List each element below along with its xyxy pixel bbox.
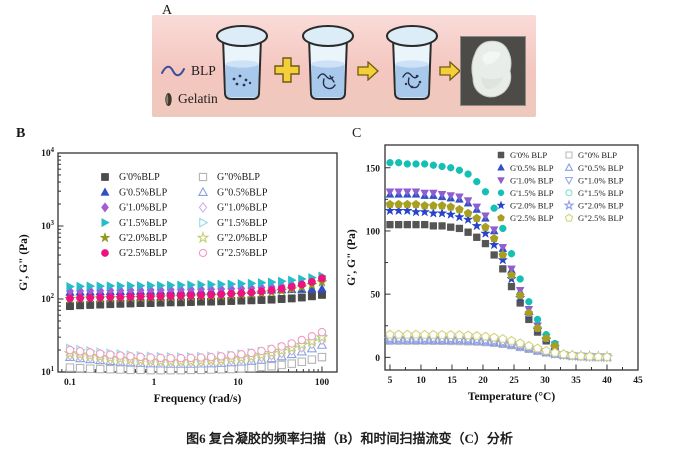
gelatin-key: Gelatin bbox=[164, 91, 218, 107]
svg-text:100: 100 bbox=[315, 378, 330, 388]
svg-text:G'0.5%BLP: G'0.5%BLP bbox=[119, 187, 168, 198]
svg-text:G"1.5% BLP: G"1.5% BLP bbox=[578, 188, 624, 198]
svg-text:G'1.0% BLP: G'1.0% BLP bbox=[510, 175, 554, 185]
svg-text:G"2.0%BLP: G"2.0%BLP bbox=[217, 233, 268, 244]
svg-text:G'1.0%BLP: G'1.0%BLP bbox=[119, 203, 168, 214]
gelatin-particles bbox=[404, 74, 422, 89]
blp-polymer-squiggle bbox=[317, 73, 336, 90]
series-G"0.5%BLP bbox=[64, 339, 328, 368]
svg-text:G'0% BLP: G'0% BLP bbox=[510, 150, 547, 160]
svg-text:G"2.0% BLP: G"2.0% BLP bbox=[578, 201, 624, 211]
beaker-blp-icon bbox=[302, 25, 354, 100]
plus-icon bbox=[274, 57, 300, 83]
svg-text:5: 5 bbox=[388, 376, 393, 386]
svg-text:G"0%BLP: G"0%BLP bbox=[217, 172, 260, 183]
svg-text:0.1: 0.1 bbox=[64, 378, 76, 388]
axis-ticks bbox=[58, 152, 323, 373]
svg-text:103: 103 bbox=[41, 220, 55, 232]
arrow-right-icon bbox=[357, 61, 379, 81]
svg-text:G'0%BLP: G'0%BLP bbox=[119, 172, 160, 183]
svg-text:1: 1 bbox=[152, 378, 157, 388]
svg-text:G"2.5%BLP: G"2.5%BLP bbox=[217, 248, 268, 259]
gel-sample-photo bbox=[460, 36, 526, 106]
series-G'0% BLP bbox=[386, 220, 559, 351]
svg-text:G"0% BLP: G"0% BLP bbox=[578, 150, 617, 160]
svg-text:45: 45 bbox=[633, 376, 643, 386]
gelatin-grain-icon bbox=[165, 92, 172, 106]
svg-text:G'2.5%BLP: G'2.5%BLP bbox=[119, 248, 168, 259]
svg-text:G'2.0% BLP: G'2.0% BLP bbox=[510, 201, 554, 211]
svg-text:20: 20 bbox=[478, 376, 488, 386]
beaker-gelatin-icon bbox=[216, 25, 268, 100]
series-G'2.5%BLP bbox=[66, 274, 326, 303]
svg-text:G'0.5% BLP: G'0.5% BLP bbox=[510, 163, 554, 173]
svg-text:G"1.0%BLP: G"1.0%BLP bbox=[217, 203, 268, 214]
svg-text:G"1.5%BLP: G"1.5%BLP bbox=[217, 218, 268, 229]
plot-frame bbox=[384, 144, 639, 371]
legend: G'0% BLP G"0% BLP G'0.5% BLP G"0.5% BLP G'1.… bbox=[496, 150, 624, 223]
svg-text:G'2.0%BLP: G'2.0%BLP bbox=[119, 233, 168, 244]
frequency-sweep-chart: 0.1 1 10 100 101 102 103 104 Frequency (rad/s) G'… bbox=[18, 147, 338, 405]
panel-a-label: A bbox=[162, 3, 173, 18]
legend: G'0%BLP G"0%BLP G'0.5%BLP G"0.5%BLP G'1.0%BL… bbox=[99, 172, 268, 259]
figure-caption: 图6 复合凝胶的频率扫描（B）和时间扫描流变（C）分析 bbox=[186, 431, 513, 446]
svg-text:0: 0 bbox=[375, 354, 380, 364]
svg-text:50: 50 bbox=[371, 291, 381, 301]
x-axis-title: Temperature (°C) bbox=[468, 391, 555, 403]
gelatin-particles bbox=[232, 74, 252, 87]
axis-ticks bbox=[385, 167, 639, 370]
y-axis-title: G', G" (Pa) bbox=[18, 234, 30, 291]
svg-text:G"2.5% BLP: G"2.5% BLP bbox=[578, 213, 624, 223]
y-axis-title: G', G" (Pa) bbox=[346, 229, 358, 286]
blp-key: BLP bbox=[160, 63, 216, 79]
series-G"2.5%BLP bbox=[65, 327, 327, 363]
svg-text:G'1.5% BLP: G'1.5% BLP bbox=[510, 188, 554, 198]
x-axis-title: Frequency (rad/s) bbox=[154, 393, 242, 405]
tick-labels: 5 10 15 20 25 30 35 40 45 0 50 100 150 bbox=[366, 164, 643, 386]
schematic-panel-a: BLP Gelatin bbox=[152, 15, 536, 117]
svg-text:40: 40 bbox=[602, 376, 612, 386]
series-G"1.0%BLP bbox=[65, 333, 327, 368]
series-G"2.5% BLP bbox=[385, 329, 612, 361]
gel-blob-image bbox=[471, 40, 512, 98]
svg-text:10: 10 bbox=[416, 376, 426, 386]
blp-key-label: BLP bbox=[191, 63, 216, 78]
arrow-right-icon bbox=[439, 61, 461, 81]
series-G'2.0% BLP bbox=[384, 205, 561, 352]
svg-text:G"1.0% BLP: G"1.0% BLP bbox=[578, 175, 624, 185]
temperature-sweep-chart: 5 10 15 20 25 30 35 40 45 0 50 100 150 Temperature (°… bbox=[346, 144, 643, 403]
svg-text:G"0.5%BLP: G"0.5%BLP bbox=[217, 187, 268, 198]
series-G"0%BLP bbox=[65, 352, 327, 375]
svg-text:35: 35 bbox=[571, 376, 581, 386]
svg-text:G'1.5%BLP: G'1.5%BLP bbox=[119, 218, 168, 229]
plot-frame bbox=[57, 152, 338, 373]
series-G'1.5%BLP bbox=[66, 271, 327, 292]
series-G'0%BLP bbox=[66, 290, 326, 311]
svg-text:104: 104 bbox=[41, 147, 55, 159]
svg-text:15: 15 bbox=[447, 376, 457, 386]
tick-labels: 0.1 1 10 100 101 102 103 104 bbox=[41, 147, 329, 388]
panel-b-label: B bbox=[16, 126, 26, 141]
gelatin-key-label: Gelatin bbox=[178, 91, 218, 106]
svg-text:150: 150 bbox=[366, 164, 381, 174]
panel-c-label: C bbox=[352, 126, 362, 141]
series-G'2.5% BLP bbox=[385, 199, 560, 350]
series-G'2.0%BLP bbox=[64, 276, 328, 304]
svg-text:100: 100 bbox=[366, 227, 381, 237]
svg-text:G"0.5% BLP: G"0.5% BLP bbox=[578, 163, 624, 173]
svg-text:102: 102 bbox=[41, 293, 55, 305]
svg-text:30: 30 bbox=[540, 376, 550, 386]
svg-text:25: 25 bbox=[509, 376, 519, 386]
series-G'1.0%BLP bbox=[65, 274, 326, 297]
svg-text:10: 10 bbox=[233, 378, 243, 388]
beaker-mixture-icon bbox=[386, 25, 438, 100]
svg-text:G'2.5% BLP: G'2.5% BLP bbox=[510, 213, 554, 223]
svg-text:101: 101 bbox=[41, 366, 55, 378]
wavy-line-icon bbox=[161, 65, 185, 77]
